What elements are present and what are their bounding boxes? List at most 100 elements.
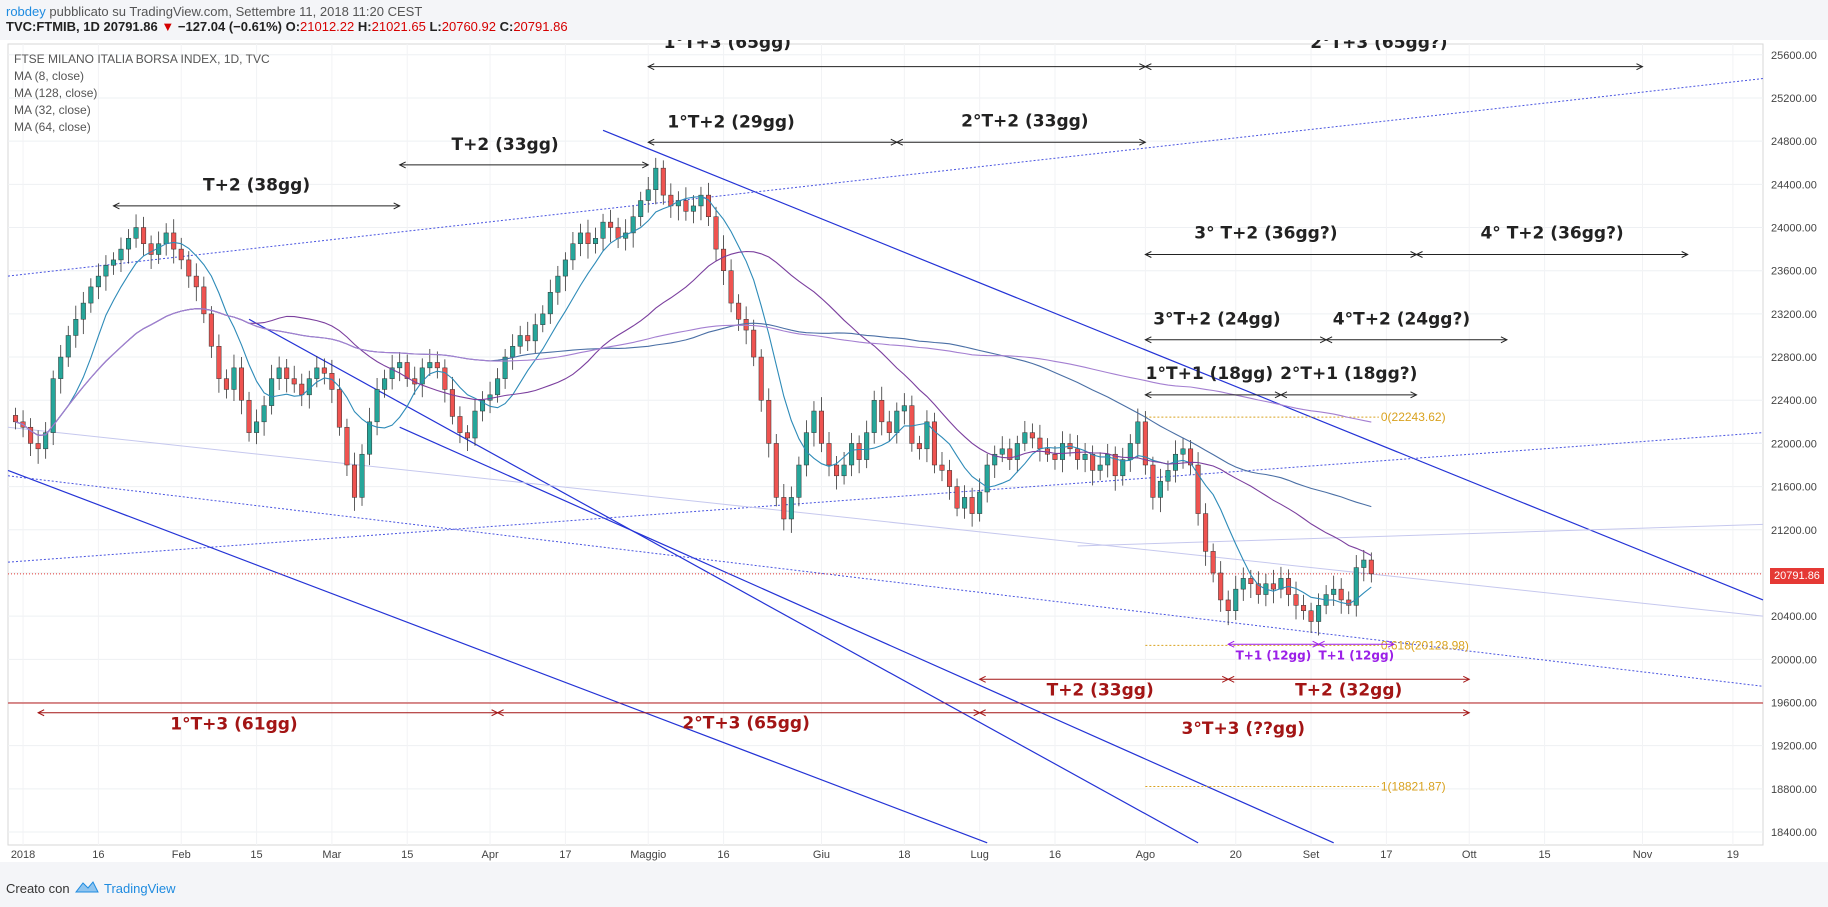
plot-area <box>7 43 1764 846</box>
candle <box>1007 438 1013 470</box>
candle-body <box>449 389 455 417</box>
candle-body <box>254 421 260 433</box>
candle-body <box>517 335 523 347</box>
candle <box>389 354 395 390</box>
annotation-label: 1°T+3 (65gg) <box>664 40 791 53</box>
candle <box>43 422 49 459</box>
candle <box>705 182 712 227</box>
candle-body <box>314 367 320 379</box>
candle <box>291 365 297 393</box>
arrow-left-icon <box>1325 336 1333 344</box>
publish-line: robdey pubblicato su TradingView.com, Se… <box>6 4 422 19</box>
candle <box>683 187 689 221</box>
candle-body <box>502 356 508 379</box>
candle <box>1278 566 1284 599</box>
candle-body <box>1180 448 1186 455</box>
candle <box>1180 437 1186 469</box>
arrow-left-icon <box>112 202 120 210</box>
candle-body <box>1248 578 1254 585</box>
header-bar <box>0 0 1828 40</box>
x-tick-label: Mar <box>322 849 341 861</box>
candle <box>1308 602 1314 633</box>
candle <box>562 252 568 292</box>
candle-body <box>141 227 147 244</box>
x-tick-label: 20 <box>1230 849 1242 861</box>
candle-body <box>1135 421 1141 444</box>
candle <box>811 401 817 447</box>
candle-body <box>201 286 207 315</box>
candle-body <box>1361 559 1367 568</box>
y-tick-label: 22000.00 <box>1771 438 1817 450</box>
arrow-left-icon <box>1144 336 1152 344</box>
x-tick-label: Feb <box>172 849 191 861</box>
candle-body <box>1255 583 1261 595</box>
candle-body <box>977 491 983 514</box>
candle-body <box>43 432 49 450</box>
candle <box>931 412 937 474</box>
candle <box>1090 445 1096 486</box>
candle-body <box>1105 453 1111 466</box>
candle <box>1203 503 1209 566</box>
candle-body <box>1029 432 1035 439</box>
x-tick-label: 15 <box>250 849 262 861</box>
candle-body <box>570 243 576 261</box>
arrow-left-icon <box>895 138 904 146</box>
candle-body <box>321 367 327 374</box>
x-tick-label: Apr <box>481 849 498 861</box>
candle <box>427 348 433 376</box>
candle <box>803 420 809 477</box>
candle-body <box>901 405 907 412</box>
candle-body <box>1022 432 1028 444</box>
legend-ma-64: MA (64, close) <box>14 120 91 134</box>
candle-body <box>1233 588 1239 611</box>
tradingview-link[interactable]: TradingView <box>104 881 176 896</box>
candle-body <box>954 486 960 509</box>
candle-body <box>1353 567 1359 606</box>
candle-body <box>95 275 101 288</box>
candle <box>88 278 94 313</box>
high-value: 21021.65 <box>371 19 426 34</box>
candle <box>442 359 448 403</box>
x-tick-label: 2018 <box>11 849 35 861</box>
author-link[interactable]: robdey <box>6 4 46 19</box>
annotation-label: 3°T+3 (??gg) <box>1182 719 1306 739</box>
candle <box>1233 575 1239 621</box>
candle-body <box>374 389 380 423</box>
candle <box>728 259 734 313</box>
candle <box>178 237 184 270</box>
candle-body <box>653 167 659 190</box>
candle-body <box>1120 459 1126 477</box>
annotation-label: 3°T+2 (24gg) <box>1153 310 1280 330</box>
candle-body <box>442 367 448 390</box>
y-tick-label: 23200.00 <box>1771 309 1817 321</box>
candle-body <box>28 426 34 444</box>
candle <box>502 348 508 389</box>
price-chart[interactable]: 18400.00 18800.00 19200.00 19600.00 20000.00… <box>0 40 1828 862</box>
y-tick-label: 19200.00 <box>1771 741 1817 753</box>
candle <box>480 391 486 422</box>
candle-body <box>148 243 154 255</box>
arrow-left-icon <box>1144 63 1152 71</box>
x-tick-label: 16 <box>717 849 729 861</box>
moving-average-8 <box>15 195 1372 605</box>
candle <box>690 195 696 224</box>
high-label: H: <box>357 19 372 34</box>
legend-ma-8: MA (8, close) <box>14 69 85 83</box>
candle <box>1082 442 1088 473</box>
x-tick-label: Ott <box>1462 849 1477 861</box>
candle-body <box>208 313 214 347</box>
trend-line <box>7 432 1764 563</box>
publish-info: pubblicato su TradingView.com, Settembre… <box>49 4 423 19</box>
candle-body <box>1150 464 1156 498</box>
open-label: O: <box>285 19 301 34</box>
candle-body <box>397 362 403 369</box>
candle-body <box>389 367 395 379</box>
candle-body <box>1188 448 1194 466</box>
legend-ma-32: MA (32, close) <box>14 103 91 117</box>
candle <box>397 351 403 382</box>
candle-body <box>751 329 757 358</box>
candle-body <box>1112 453 1118 477</box>
candle <box>849 432 855 477</box>
candle <box>472 399 478 446</box>
candle-body <box>818 410 824 444</box>
